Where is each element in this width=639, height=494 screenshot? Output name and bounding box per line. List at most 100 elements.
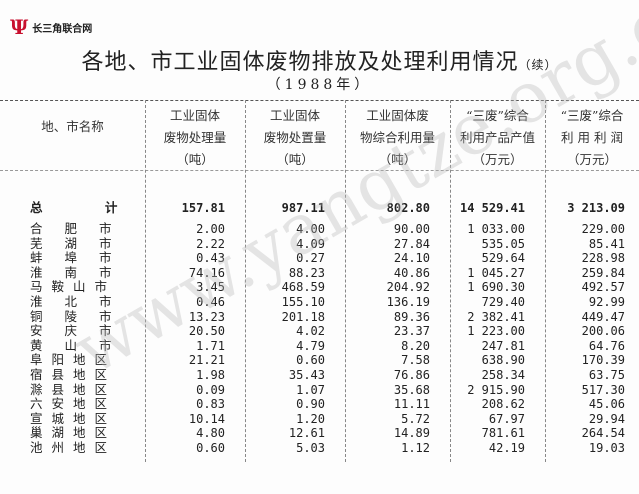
cell-value: 76.86 bbox=[393, 368, 430, 382]
cell-value: 802.80 bbox=[386, 201, 430, 215]
header-line: “三废”综合 bbox=[560, 108, 624, 123]
cell-value: 1 690.30 bbox=[467, 280, 525, 295]
cell-value: 517.30 bbox=[581, 382, 625, 397]
row-name: 蚌 埠 市 bbox=[30, 250, 121, 266]
cell-value: 155.10 bbox=[281, 295, 325, 309]
header-line: 工业固体废 bbox=[366, 108, 429, 123]
header-rule bbox=[0, 170, 639, 171]
header-line: 废物处理量 bbox=[163, 130, 227, 145]
cell-value: 0.09 bbox=[196, 382, 225, 397]
cell-value: 0.60 bbox=[296, 353, 325, 368]
cell-value: 0.46 bbox=[196, 295, 225, 309]
title-text: 各地、市工业固体废物排放及处理利用情况 bbox=[81, 50, 519, 75]
header-line: （万元） bbox=[472, 152, 523, 167]
cell-value: 3.45 bbox=[196, 280, 225, 295]
row-name: 总 计 bbox=[30, 200, 127, 215]
row-name: 安 庆 市 bbox=[30, 323, 121, 339]
logo-icon: Ψ bbox=[10, 15, 29, 39]
column-divider bbox=[450, 100, 451, 462]
cell-value: 0.83 bbox=[196, 397, 225, 412]
cell-value: 85.41 bbox=[588, 236, 625, 251]
row-name: 滁县地区 bbox=[30, 381, 117, 397]
header-line: “三废”综合 bbox=[466, 108, 529, 123]
header-line: 地、市名称 bbox=[41, 119, 104, 134]
cell-value: 1.07 bbox=[296, 382, 325, 397]
cell-value: 449.47 bbox=[581, 309, 625, 324]
cell-value: 201.18 bbox=[281, 309, 325, 324]
cell-value: 229.00 bbox=[581, 222, 625, 236]
cell-value: 247.81 bbox=[481, 338, 525, 353]
cell-value: 74.16 bbox=[188, 265, 225, 280]
cell-value: 10.14 bbox=[188, 411, 225, 426]
row-name: 宿县地区 bbox=[30, 367, 117, 382]
cell-value: 14 529.41 bbox=[459, 201, 525, 215]
cell-value: 258.34 bbox=[481, 368, 525, 382]
row-name: 淮 北 市 bbox=[30, 294, 121, 309]
cell-value: 1 033.00 bbox=[467, 222, 525, 236]
cell-value: 23.37 bbox=[393, 324, 430, 339]
row-name: 淮 南 市 bbox=[30, 264, 121, 280]
row-name: 巢湖地区 bbox=[30, 425, 117, 441]
cell-value: 67.97 bbox=[488, 411, 525, 426]
cell-value: 20.50 bbox=[188, 324, 225, 339]
cell-value: 529.64 bbox=[481, 251, 525, 266]
column-header: “三废”综合 利用产品产值 （万元） bbox=[450, 105, 545, 171]
cell-value: 2 915.90 bbox=[467, 382, 525, 397]
cell-value: 27.84 bbox=[393, 236, 430, 251]
header-line: （万元） bbox=[566, 152, 617, 167]
year-subtitle: （1988年） bbox=[266, 77, 373, 93]
header-line: （吨） bbox=[378, 152, 417, 167]
cell-value: 1 223.00 bbox=[467, 324, 525, 339]
header-line: 工业固体 bbox=[169, 108, 220, 123]
cell-value: 0.90 bbox=[296, 397, 325, 412]
header-line: 工业固体 bbox=[269, 108, 320, 123]
column-divider bbox=[345, 100, 346, 462]
cell-value: 42.19 bbox=[488, 441, 525, 455]
cell-value: 200.06 bbox=[581, 324, 625, 339]
cell-value: 21.21 bbox=[188, 353, 225, 368]
column-divider bbox=[245, 100, 246, 462]
cell-value: 4.80 bbox=[196, 426, 225, 441]
cell-value: 89.36 bbox=[393, 309, 430, 324]
title-suffix: （续） bbox=[518, 58, 558, 72]
cell-value: 136.19 bbox=[386, 295, 430, 309]
cell-value: 13.23 bbox=[188, 309, 225, 324]
cell-value: 4.00 bbox=[296, 222, 325, 236]
cell-value: 1.12 bbox=[401, 441, 430, 455]
cell-value: 4.09 bbox=[296, 236, 325, 251]
logo: Ψ 长三角联合网 bbox=[10, 17, 92, 37]
cell-value: 35.68 bbox=[393, 382, 430, 397]
cell-value: 7.58 bbox=[401, 353, 430, 368]
page-title: 各地、市工业固体废物排放及处理利用情况（续） bbox=[0, 44, 639, 76]
cell-value: 11.11 bbox=[393, 397, 430, 412]
cell-value: 2.00 bbox=[196, 222, 225, 236]
column-header: 工业固体 废物处理量 （吨） bbox=[145, 105, 245, 171]
cell-value: 0.27 bbox=[296, 251, 325, 266]
cell-value: 45.06 bbox=[588, 397, 625, 412]
cell-value: 170.39 bbox=[581, 353, 625, 368]
cell-value: 4.02 bbox=[296, 324, 325, 339]
column-header: “三废”综合利 用 利 润 （万元） bbox=[545, 105, 639, 171]
row-name: 六安地区 bbox=[30, 396, 117, 412]
cell-value: 64.76 bbox=[588, 338, 625, 353]
row-name: 池州地区 bbox=[30, 440, 117, 455]
header-line: 利 用 利 润 bbox=[561, 130, 623, 145]
cell-value: 63.75 bbox=[588, 368, 625, 382]
cell-value: 88.23 bbox=[288, 265, 325, 280]
header-line: （吨） bbox=[276, 152, 314, 167]
cell-value: 8.20 bbox=[401, 338, 430, 353]
cell-value: 468.59 bbox=[281, 280, 325, 295]
cell-value: 40.86 bbox=[393, 265, 430, 280]
column-header: 工业固体 废物处置量 （吨） bbox=[245, 105, 345, 171]
row-name: 阜阳地区 bbox=[30, 352, 117, 368]
column-divider bbox=[545, 100, 546, 462]
cell-value: 2 382.41 bbox=[467, 309, 525, 324]
header-line: 利用产品产值 bbox=[459, 130, 535, 145]
cell-value: 5.03 bbox=[296, 441, 325, 455]
row-name: 芜 湖 市 bbox=[30, 235, 121, 251]
cell-value: 4.79 bbox=[296, 338, 325, 353]
cell-value: 24.10 bbox=[393, 251, 430, 266]
cell-value: 781.61 bbox=[481, 426, 525, 441]
column-header: 工业固体废 物综合利用量 （吨） bbox=[345, 105, 450, 171]
